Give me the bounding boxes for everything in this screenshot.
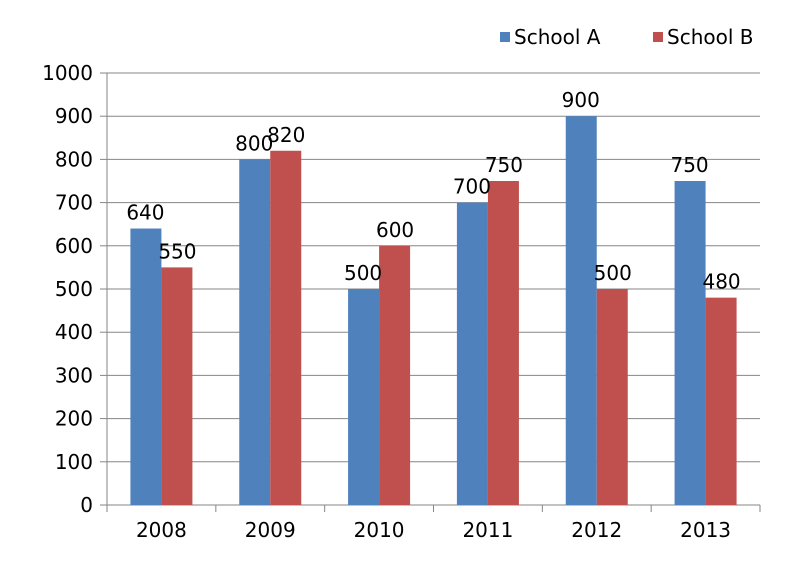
- data-label: 600: [376, 218, 414, 242]
- x-tick-label: 2010: [354, 518, 405, 542]
- legend: School A School B: [500, 25, 753, 49]
- y-tick-label: 400: [55, 320, 93, 344]
- bar-school-a: [674, 181, 706, 505]
- data-label: 800: [235, 131, 273, 155]
- bars: [130, 116, 737, 506]
- data-label: 820: [267, 123, 305, 147]
- data-label: 500: [594, 261, 632, 285]
- x-tick-label: 2008: [136, 518, 187, 542]
- y-tick-label: 300: [55, 363, 93, 387]
- bar-school-a: [348, 289, 380, 505]
- bar-school-a: [130, 228, 162, 505]
- bar-school-b: [161, 267, 193, 505]
- bar-school-a: [239, 159, 271, 505]
- legend-swatch: [653, 32, 663, 42]
- gridlines: [107, 72, 760, 506]
- data-label: 750: [485, 153, 523, 177]
- data-label: 550: [158, 239, 196, 263]
- data-label: 500: [344, 261, 382, 285]
- y-tick-label: 700: [55, 191, 93, 215]
- y-tick-label: 900: [55, 104, 93, 128]
- y-tick-label: 800: [55, 147, 93, 171]
- legend-swatch: [500, 32, 510, 42]
- y-tick-label: 600: [55, 234, 93, 258]
- x-axis: 2008 2009 2010 2011 2012 2013: [106, 504, 761, 542]
- legend-label: School B: [667, 25, 753, 49]
- y-tick-label: 500: [55, 277, 93, 301]
- bar-school-b: [270, 150, 302, 505]
- bar-school-a: [456, 202, 488, 505]
- data-label: 640: [126, 201, 164, 225]
- x-tick-label: 2011: [462, 518, 513, 542]
- x-tick-label: 2013: [680, 518, 731, 542]
- x-tick-label: 2009: [245, 518, 296, 542]
- bar-school-b: [379, 245, 411, 506]
- x-tick-label: 2012: [571, 518, 622, 542]
- legend-label: School A: [514, 25, 601, 49]
- y-axis: 0 100 200 300 400 500 600 700 800 900 1000: [42, 61, 108, 517]
- bar-school-b: [705, 297, 737, 505]
- y-tick-label: 1000: [42, 61, 93, 85]
- y-tick-label: 200: [55, 407, 93, 431]
- data-label: 900: [562, 88, 600, 112]
- y-tick-label: 100: [55, 450, 93, 474]
- bar-school-b: [596, 289, 628, 505]
- y-tick-label: 0: [80, 493, 93, 517]
- bar-school-a: [565, 116, 597, 505]
- data-label: 750: [670, 153, 708, 177]
- data-label: 700: [453, 175, 491, 199]
- bar-school-b: [487, 181, 519, 505]
- data-label: 480: [702, 270, 740, 294]
